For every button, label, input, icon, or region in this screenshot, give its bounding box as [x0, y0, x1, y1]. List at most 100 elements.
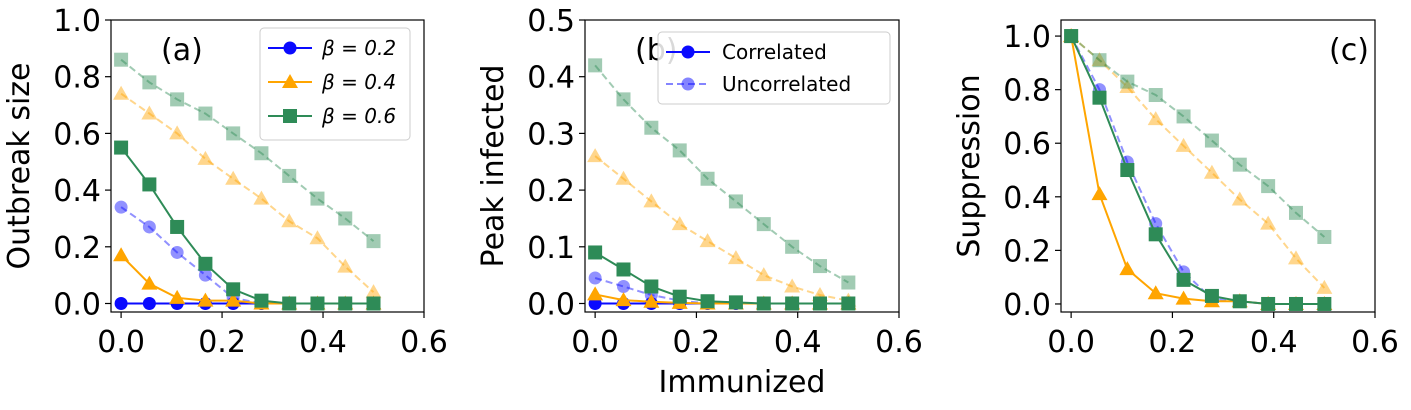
data-point	[282, 296, 297, 311]
data-point	[643, 193, 660, 208]
x-tick-label: 0.6	[400, 325, 448, 360]
data-point	[1064, 29, 1079, 44]
data-point	[672, 289, 687, 304]
data-point	[1064, 29, 1079, 44]
data-point	[756, 217, 771, 232]
legend-beta: β = 0.2 β = 0.4 β = 0.6	[259, 27, 411, 141]
data-point	[114, 296, 128, 310]
data-point	[1175, 137, 1192, 152]
data-point	[1204, 288, 1219, 303]
legend-label: β = 0.4	[321, 70, 396, 94]
data-point	[142, 296, 156, 310]
data-point	[671, 216, 688, 231]
series-line	[1070, 35, 1326, 289]
x-tick-label: 0.2	[198, 325, 246, 360]
data-point	[1317, 229, 1332, 244]
data-point	[1120, 163, 1135, 178]
panel-b: 0.0 0.2 0.4 0.6 0.0 0.1 0.2 0.3 0.4 0.5 Peak infec…	[476, 4, 923, 360]
series--0-6-correlated	[1064, 29, 1332, 311]
data-point	[113, 247, 130, 262]
panel-c: 0.0 0.2 0.4 0.6 0.0 0.2 0.4 0.6 0.8 1.0 Suppressio…	[952, 19, 1399, 360]
data-point	[169, 289, 186, 304]
data-point	[587, 286, 604, 301]
data-point	[114, 140, 129, 155]
data-point	[1119, 261, 1136, 276]
data-point	[1260, 215, 1277, 230]
data-point	[114, 52, 129, 67]
legend-label: β = 0.6	[321, 104, 396, 128]
data-point	[1204, 133, 1219, 148]
panel-a: 0.0 0.2 0.4 0.6 0.0 0.2 0.4 0.6 0.8 1.0 Outbreak s…	[2, 4, 448, 360]
x-tick-label: 0.0	[571, 325, 619, 360]
y-axis-label: Outbreak size	[2, 62, 37, 269]
data-point	[616, 279, 630, 293]
data-point	[588, 271, 602, 285]
data-point	[197, 150, 214, 165]
legend-box	[259, 27, 411, 141]
x-tick-label: 0.0	[97, 325, 145, 360]
data-point	[309, 230, 326, 245]
legend-box	[657, 31, 891, 105]
data-point	[1261, 296, 1276, 311]
x-tick-label: 0.4	[774, 325, 822, 360]
y-tick-label: 0.1	[527, 231, 575, 266]
series-line	[1070, 35, 1326, 238]
y-tick-label: 0.8	[53, 61, 101, 96]
x-tick-label: 0.2	[1149, 325, 1197, 360]
series-line	[120, 58, 375, 242]
data-point	[1232, 157, 1247, 172]
data-point	[1092, 90, 1107, 105]
legend-label: Correlated	[722, 40, 827, 64]
data-point	[1175, 290, 1192, 305]
y-tick-label: 0.0	[527, 287, 575, 322]
axes-frame	[1060, 19, 1376, 313]
data-point	[785, 296, 800, 311]
y-tick-label: 0.6	[53, 117, 101, 152]
data-point	[1261, 179, 1276, 194]
y-tick-label: 0.2	[1003, 234, 1051, 269]
data-point	[756, 296, 771, 311]
data-point	[785, 239, 800, 254]
series-line	[594, 155, 849, 302]
data-point	[170, 245, 184, 259]
legend-marker	[282, 74, 298, 88]
data-point	[170, 219, 185, 234]
data-point	[1147, 111, 1164, 126]
data-point	[142, 177, 157, 192]
data-point	[1203, 164, 1220, 179]
data-point	[616, 92, 631, 107]
y-tick-label: 0.4	[53, 174, 101, 209]
legend-marker	[283, 41, 297, 55]
data-point	[365, 284, 382, 299]
data-point	[1176, 272, 1191, 287]
legend-marker	[283, 109, 297, 123]
legend-marker	[681, 77, 695, 91]
data-point	[198, 268, 212, 282]
y-tick-label: 0.4	[1003, 181, 1051, 216]
data-point	[1119, 78, 1136, 93]
y-tick-label: 0.0	[53, 287, 101, 322]
data-point	[338, 296, 353, 311]
data-point	[282, 168, 297, 183]
y-tick-label: 1.0	[53, 4, 101, 39]
data-point	[281, 213, 298, 228]
data-point	[1288, 296, 1303, 311]
data-point	[588, 245, 603, 260]
data-point	[699, 233, 716, 248]
data-point	[784, 278, 801, 293]
series-line	[120, 254, 374, 305]
series-line	[594, 64, 849, 284]
series-line	[1070, 35, 1325, 305]
legend-style: Correlated Uncorrelated	[657, 31, 891, 105]
data-point	[366, 296, 381, 311]
x-tick-label: 0.4	[299, 325, 347, 360]
y-tick-label: 0.4	[527, 61, 575, 96]
data-point	[226, 126, 241, 141]
x-tick-label: 0.4	[1250, 325, 1298, 360]
data-point	[1232, 294, 1247, 309]
series-line	[594, 251, 849, 305]
data-point	[615, 170, 632, 185]
x-tick-label: 0.0	[1047, 325, 1095, 360]
y-tick-label: 0.8	[1003, 74, 1051, 109]
